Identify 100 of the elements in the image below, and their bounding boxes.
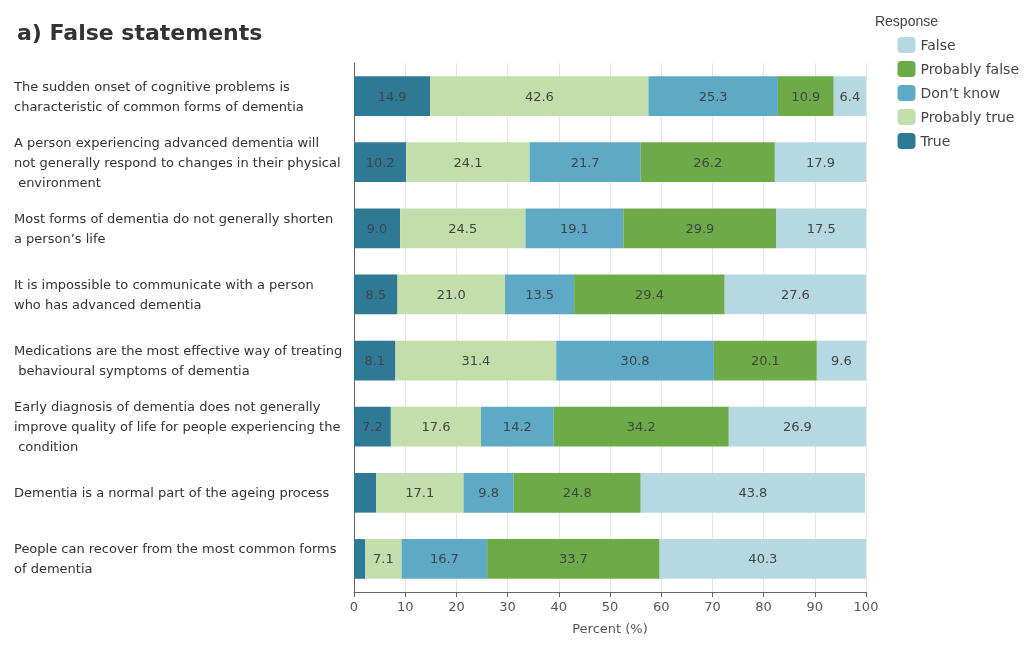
bar [401,539,488,579]
bar [659,539,866,579]
data-label: 10.2 [365,154,395,170]
data-label: 24.5 [448,220,478,236]
bar [463,472,514,513]
data-label: 26.2 [693,154,723,170]
bar [776,208,866,249]
bar [724,274,866,315]
x-tick-label: 0 [349,599,359,614]
x-tick-label: 90 [806,599,824,614]
bar [623,208,777,249]
bar [648,76,778,116]
bar [354,76,431,116]
data-label: 33.7 [558,551,588,567]
data-label: 17.9 [805,154,835,170]
y-tick-label: Medications are the most effective way of treating behavioural symptoms of dementia [14,343,343,379]
bar [354,340,396,381]
data-label: 17.6 [421,419,451,435]
y-tick-label: A person experiencing advanced dementia will not generally respond to changes in their physical environment [14,134,341,190]
bar [728,406,866,447]
bar [395,340,557,381]
data-label: 9.8 [478,485,499,501]
bar [354,142,407,183]
data-label: 17.1 [405,485,435,501]
data-label: 17.5 [806,220,836,236]
legend-label: Probably true [920,109,1015,125]
bar [574,274,725,315]
data-label: 7.2 [362,419,383,435]
y-tick-label: Early diagnosis of dementia does not generally improve quality of life for people experiencing the condition [14,399,341,455]
bar [354,472,377,513]
bar [529,142,641,183]
data-label: 20.1 [750,353,780,369]
bar [513,472,641,513]
x-tick-label: 40 [550,599,568,614]
bar [406,142,530,183]
data-label: 21.0 [436,286,466,302]
data-label: 27.6 [780,286,810,302]
bar [640,472,865,513]
legend-label: Don’t know [920,85,1001,101]
x-axis-title: Percent (%) [572,621,648,636]
data-label: 8.5 [365,286,387,302]
data-label: 16.7 [429,551,459,567]
data-label: 43.8 [738,485,768,501]
data-label: 10.9 [791,88,821,104]
bar [365,539,402,579]
data-label: 31.4 [461,353,491,369]
data-label: 25.3 [698,88,728,104]
bar [774,142,866,183]
x-tick-label: 20 [448,599,465,614]
bar [354,208,401,249]
data-label: 29.4 [634,286,664,302]
x-tick-label: 80 [755,599,772,614]
x-tick-label: 100 [853,599,879,614]
data-label: 21.7 [570,154,600,170]
legend-label: True [919,133,951,149]
x-tick-label: 60 [652,599,670,614]
text: a) False statements [17,19,263,45]
bar [354,406,391,447]
data-label: 14.9 [377,88,407,104]
data-label: 7.1 [373,551,394,567]
bar [525,208,624,249]
bar [430,76,649,116]
y-tick-label: Dementia is a normal part of the ageing process [14,485,330,501]
data-label: 8.1 [364,353,386,369]
bar [816,340,866,381]
legend-title: Response [874,13,939,29]
bar [354,539,366,579]
bar [487,539,660,579]
x-tick-label: 10 [396,599,414,614]
legend-label: Probably false [920,61,1020,77]
bar [390,406,481,447]
bar [480,406,554,447]
data-label: 40.3 [748,551,778,567]
x-tick-label: 30 [499,599,516,614]
data-label: 29.9 [685,220,715,236]
data-label: 13.5 [525,286,555,302]
y-tick-label: Most forms of dementia do not generally shorten a person’s life [14,210,338,246]
data-label: 19.1 [559,220,589,236]
data-label: 24.8 [562,485,592,501]
x-tick-label: 70 [704,599,721,614]
y-tick-label: The sudden onset of cognitive problems is characteristic of common forms of dementia [13,78,304,114]
data-label: 6.4 [839,88,861,104]
bar [640,142,775,183]
bar [400,208,526,249]
data-label: 9.0 [366,220,388,236]
bar [553,406,729,447]
data-label: 26.9 [782,419,812,435]
y-tick-label: It is impossible to communicate with a person who has advanced dementia [14,276,318,312]
data-label: 24.1 [453,154,483,170]
legend-label: False [920,37,956,53]
y-tick-label: People can recover from the most common forms of dementia [14,541,341,577]
bar [376,472,464,513]
bar [556,340,714,381]
x-tick-label: 50 [601,599,619,614]
data-label: 30.8 [620,353,650,369]
bar [777,76,834,116]
data-label: 14.2 [502,419,532,435]
bar [505,274,575,315]
data-label: 42.6 [524,88,554,104]
bar [354,274,398,315]
